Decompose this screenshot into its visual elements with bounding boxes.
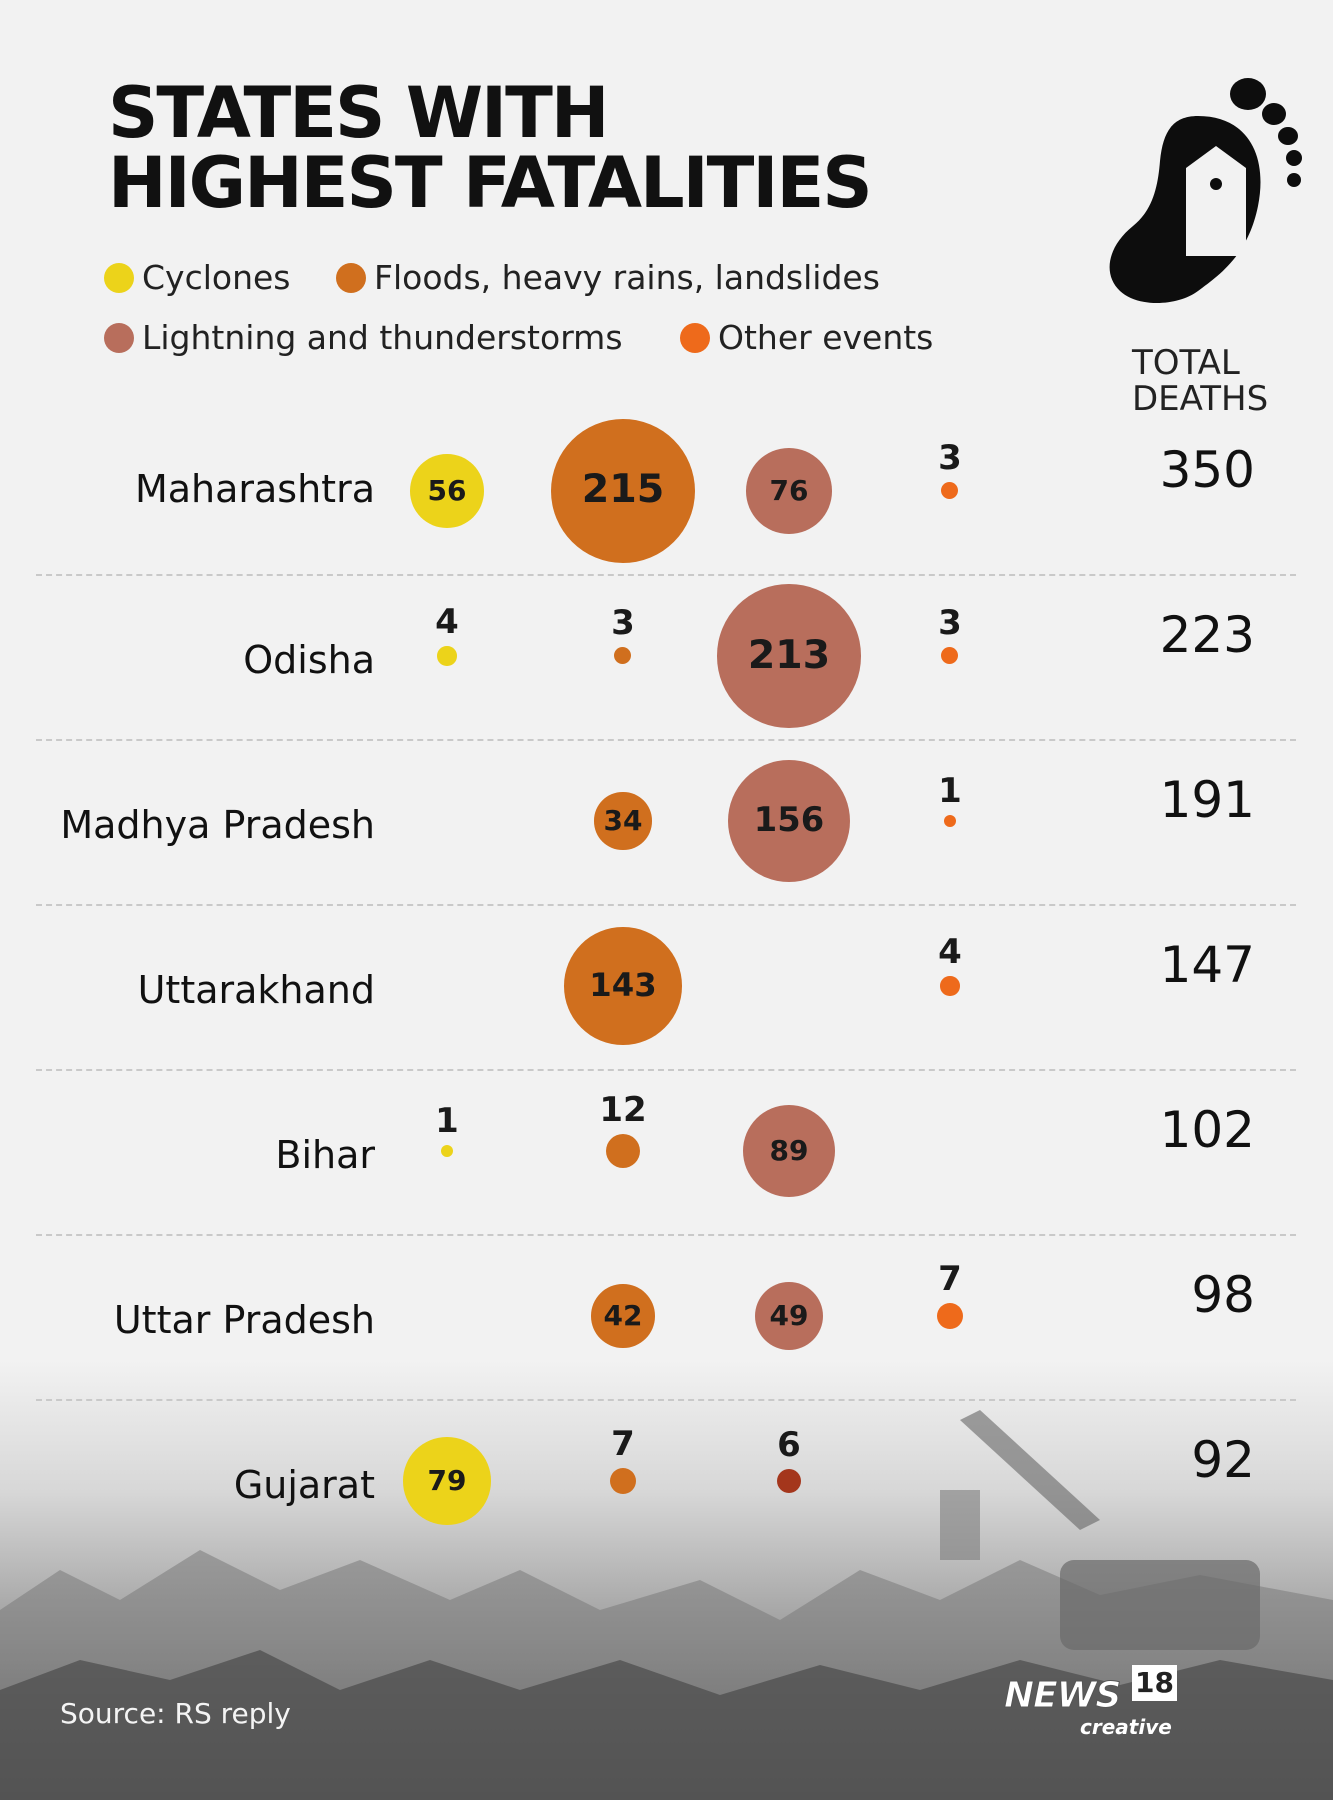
bubble-value-madhya-pradesh-other: 1 [938, 771, 962, 811]
total-heading-line-1: TOTAL [1132, 343, 1240, 383]
bubble-uttarakhand-other [940, 976, 960, 996]
bubble-madhya-pradesh-lightning [727, 759, 851, 883]
bubble-bihar-cyclones [441, 1145, 453, 1157]
total-deaths-odisha: 223 [1159, 606, 1255, 664]
row-divider [36, 1233, 1296, 1236]
total-deaths-gujarat: 92 [1191, 1431, 1255, 1489]
total-deaths-heading: TOTAL DEATHS [1132, 345, 1268, 417]
logo-creative-text: creative [1080, 1715, 1172, 1739]
bubble-uttar-pradesh-other [937, 1303, 963, 1329]
bubble-value-odisha-other: 3 [938, 603, 962, 644]
bubble-bihar-floods [605, 1133, 640, 1168]
bubble-value-maharashtra-other: 3 [938, 438, 962, 479]
bubble-value-uttarakhand-other: 4 [938, 932, 962, 973]
bubble-value-bihar-lightning: 89 [769, 1133, 809, 1167]
logo-news-text: NEWS [1003, 1675, 1121, 1717]
bubble-odisha-other [941, 647, 959, 665]
bubble-value-gujarat-cyclones: 79 [427, 1463, 467, 1497]
legend-label-floods: Floods, heavy rains, landslides [374, 258, 880, 297]
bubble-value-uttar-pradesh-lightning: 49 [769, 1298, 809, 1332]
bubble-maharashtra-other [941, 482, 959, 500]
bubble-value-maharashtra-cyclones: 56 [427, 473, 467, 507]
bubble-value-madhya-pradesh-floods: 34 [603, 803, 643, 837]
bubble-value-uttar-pradesh-other: 7 [938, 1259, 962, 1299]
bubble-value-odisha-floods: 3 [611, 603, 635, 644]
bubble-uttarakhand-floods [564, 927, 682, 1045]
bubble-maharashtra-cyclones [410, 454, 484, 528]
legend-item-lightning: Lightning and thunderstorms [104, 318, 623, 357]
legend-label-cyclones: Cyclones [142, 258, 291, 297]
bubble-odisha-cyclones [437, 646, 457, 666]
row-divider [36, 1398, 1296, 1401]
bubble-bihar-lightning [742, 1104, 836, 1198]
bubble-madhya-pradesh-floods [594, 792, 652, 850]
legend-dot-floods [336, 262, 366, 293]
bubble-odisha-floods [614, 647, 632, 665]
state-label-bihar: Bihar [275, 1133, 375, 1177]
state-label-odisha: Odisha [243, 638, 375, 682]
legend-dot-lightning [104, 322, 134, 353]
total-deaths-uttar-pradesh: 98 [1191, 1266, 1255, 1324]
title-line-1: STATES WITH [108, 72, 609, 154]
bubble-value-bihar-cyclones: 1 [435, 1101, 459, 1141]
legend-item-cyclones: Cyclones [104, 258, 290, 297]
background-photo [0, 1360, 1333, 1800]
row-divider [36, 1068, 1296, 1071]
bubble-gujarat-cyclones [403, 1437, 491, 1525]
bubble-madhya-pradesh-other [944, 815, 956, 827]
footprint-house-icon [1109, 78, 1302, 304]
bubble-gujarat-floods [610, 1468, 636, 1494]
total-deaths-uttarakhand: 147 [1159, 936, 1255, 994]
bubble-value-bihar-floods: 12 [599, 1089, 647, 1130]
logo-number: 18 [1132, 1665, 1177, 1701]
bubble-value-gujarat-floods: 7 [611, 1424, 635, 1464]
bubble-value-gujarat-lightning: 6 [777, 1424, 801, 1465]
bubble-value-uttar-pradesh-floods: 42 [603, 1298, 643, 1332]
bubble-uttar-pradesh-floods [591, 1284, 655, 1348]
bubble-gujarat-lightning [776, 1468, 802, 1494]
source-note: Source: RS reply [60, 1697, 291, 1730]
news18-logo: NEWS 18 creative [1003, 1665, 1177, 1739]
state-label-gujarat: Gujarat [233, 1463, 375, 1507]
bubble-value-odisha-cyclones: 4 [435, 602, 459, 643]
bubble-uttar-pradesh-lightning [754, 1281, 824, 1351]
bubble-maharashtra-floods [551, 419, 695, 563]
title-line-2: HIGHEST FATALITIES [108, 142, 873, 224]
bubble-value-maharashtra-floods: 215 [581, 466, 665, 513]
state-label-madhya-pradesh: Madhya Pradesh [60, 803, 375, 847]
row-divider [36, 573, 1296, 576]
bubble-odisha-lightning [717, 584, 861, 728]
legend-item-floods: Floods, heavy rains, landslides [336, 258, 880, 297]
rubble-scene [0, 1410, 1333, 1800]
state-label-uttar-pradesh: Uttar Pradesh [113, 1298, 375, 1342]
bubble-value-uttarakhand-floods: 143 [589, 965, 657, 1004]
bubble-value-maharashtra-lightning: 76 [769, 473, 809, 507]
row-divider [36, 903, 1296, 906]
legend-dot-other [680, 322, 710, 353]
row-divider [36, 738, 1296, 741]
total-deaths-madhya-pradesh: 191 [1159, 771, 1255, 829]
total-heading-line-2: DEATHS [1132, 379, 1269, 419]
page-title: STATES WITH HIGHEST FATALITIES [108, 72, 873, 224]
state-label-uttarakhand: Uttarakhand [137, 968, 375, 1012]
legend-item-other: Other events [680, 318, 933, 357]
total-deaths-bihar: 102 [1159, 1101, 1255, 1159]
legend-label-lightning: Lightning and thunderstorms [142, 318, 623, 357]
state-label-maharashtra: Maharashtra [134, 467, 375, 511]
bubble-maharashtra-lightning [746, 448, 832, 534]
legend-dot-cyclones [104, 262, 134, 293]
bubble-value-odisha-lightning: 213 [747, 631, 831, 678]
legend-label-other: Other events [718, 318, 934, 357]
total-deaths-maharashtra: 350 [1159, 441, 1255, 499]
bubble-value-madhya-pradesh-lightning: 156 [753, 800, 825, 840]
